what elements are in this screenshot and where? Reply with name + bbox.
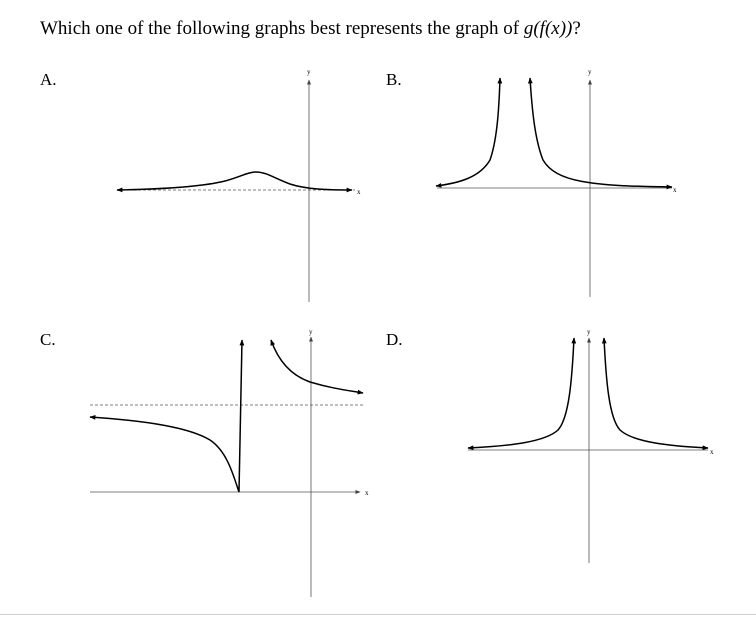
graph-d-x-label: x <box>710 448 714 456</box>
option-d-label[interactable]: D. <box>386 330 403 349</box>
graph-b-left-branch <box>435 77 503 188</box>
graph-c-right-branch <box>270 339 364 395</box>
graph-b-x-label: x <box>673 186 677 194</box>
question-prefix: Which one of the following graphs best r… <box>40 18 524 39</box>
graph-d-left-branch <box>467 337 577 451</box>
graph-a[interactable]: y x <box>116 68 361 302</box>
graph-b-y-label: y <box>588 68 592 76</box>
bottom-divider <box>0 614 756 615</box>
option-a-label[interactable]: A. <box>40 70 57 89</box>
graph-c-y-label: y <box>309 328 313 336</box>
graph-c[interactable]: y x <box>89 328 369 597</box>
graph-a-y-label: y <box>307 68 311 76</box>
graph-a-x-label: x <box>357 188 361 196</box>
graph-c-x-label: x <box>365 489 369 497</box>
option-b-label[interactable]: B. <box>386 70 402 89</box>
graph-d-right-branch <box>601 337 709 451</box>
graph-b[interactable]: y x <box>435 68 677 297</box>
graph-d-y-label: y <box>587 328 591 336</box>
graph-a-curve <box>116 171 353 193</box>
question-suffix: ? <box>572 18 581 39</box>
question-math: g(f(x)) <box>523 18 573 39</box>
graph-d[interactable]: y x <box>467 328 714 563</box>
graph-c-left-branch <box>89 339 245 493</box>
graph-b-right-branch <box>527 77 673 190</box>
question-text: Which one of the following graphs best r… <box>40 18 581 40</box>
option-c-label[interactable]: C. <box>40 330 56 349</box>
